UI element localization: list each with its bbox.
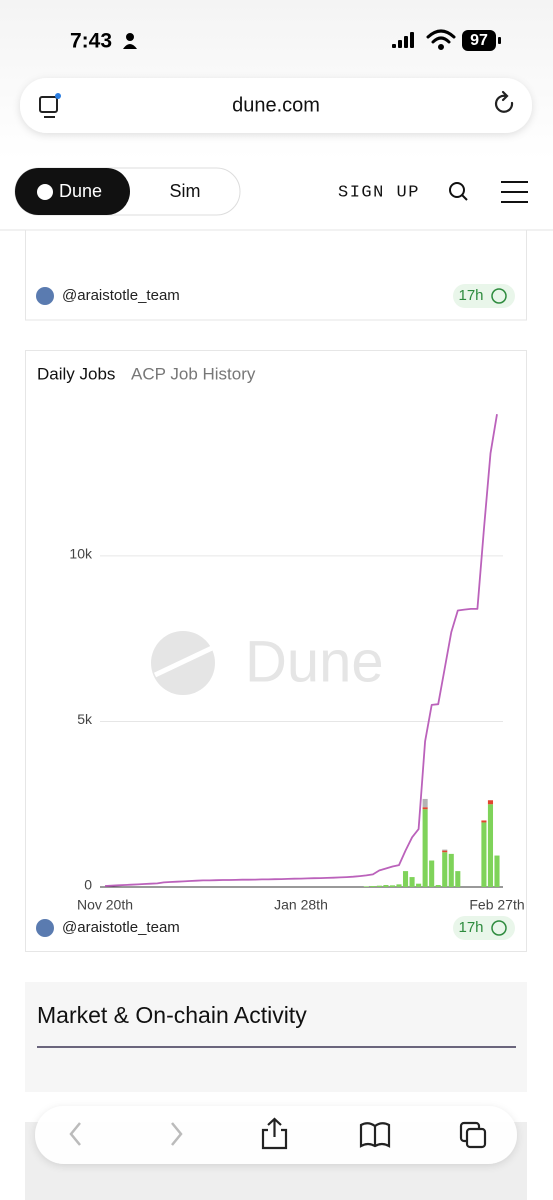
tab[interactable]: Dune: [59, 181, 102, 201]
watermark: [151, 631, 215, 695]
section-title: Market & On-chain Activity: [37, 1002, 307, 1028]
age-badge: [453, 284, 515, 308]
watermark-text: Dune: [245, 629, 384, 694]
plot: 0 5k 10k Nov 20th Jan 28th Feb 27th: [69, 414, 525, 913]
bar: [422, 807, 428, 810]
back-button[interactable]: [69, 1122, 81, 1146]
signal-icon: [392, 32, 414, 48]
bar: [435, 885, 441, 887]
verified-icon: [491, 920, 507, 936]
share-button[interactable]: [261, 1117, 288, 1150]
bar: [429, 860, 435, 887]
bookmarks-button[interactable]: [359, 1122, 391, 1148]
x-tick-label: Jan 28th: [274, 897, 328, 913]
card: [25, 229, 527, 321]
bar: [396, 884, 402, 887]
bar: [494, 855, 500, 887]
bar: [389, 885, 396, 887]
y-tick-label: 10k: [69, 546, 93, 562]
bar: [409, 877, 415, 887]
x-tick-label: Feb 27th: [469, 897, 524, 913]
bar: [370, 886, 376, 887]
forward-button[interactable]: [171, 1122, 183, 1146]
chart-title: Daily Jobs: [37, 364, 115, 383]
y-tick-label: 0: [84, 877, 92, 893]
tabs-button[interactable]: [459, 1121, 487, 1149]
tab-active[interactable]: [15, 168, 130, 215]
reload-icon[interactable]: [495, 90, 514, 113]
age: 17h: [458, 919, 483, 936]
search-icon[interactable]: [449, 182, 468, 201]
avatar: [36, 919, 54, 937]
author[interactable]: @araistotle_team: [62, 287, 180, 304]
bar: [442, 852, 448, 887]
chart-subtitle: ACP Job History: [131, 364, 256, 383]
tab[interactable]: Sim: [170, 181, 201, 201]
clock: 7:43: [70, 30, 112, 53]
battery-level: 97: [470, 32, 488, 49]
bar: [455, 871, 461, 887]
bar: [416, 883, 422, 887]
bar: [422, 798, 428, 808]
avatar: [36, 287, 54, 305]
bar: [383, 885, 389, 887]
bar: [442, 850, 448, 853]
battery-cap: [498, 37, 501, 44]
bar: [402, 871, 409, 887]
person-icon: [123, 33, 137, 49]
x-tick-label: Nov 20th: [77, 897, 133, 913]
sign-up[interactable]: SIGN UP: [338, 183, 420, 202]
tabs-icon[interactable]: [39, 93, 61, 118]
bar: [448, 853, 454, 887]
bar: [487, 804, 494, 887]
verified-icon: [491, 288, 507, 304]
bar: [376, 885, 382, 887]
line: [104, 414, 498, 887]
battery: [462, 30, 496, 51]
bar: [363, 886, 369, 887]
menu-icon[interactable]: [501, 181, 528, 203]
section-card: [25, 982, 527, 1092]
toolbar: [35, 1106, 517, 1164]
y-tick-label: 5k: [77, 711, 93, 727]
bar: [422, 809, 428, 887]
url-bar[interactable]: [20, 78, 532, 133]
age-badge: [453, 916, 515, 940]
url[interactable]: dune.com: [232, 94, 320, 116]
age: 17h: [458, 287, 483, 304]
wifi-icon: [426, 29, 456, 50]
dune-logo: [37, 184, 53, 200]
bar: [442, 849, 448, 851]
bar: [487, 800, 494, 805]
author[interactable]: @araistotle_team: [62, 919, 180, 936]
bar: [481, 820, 487, 823]
bar: [481, 822, 487, 887]
